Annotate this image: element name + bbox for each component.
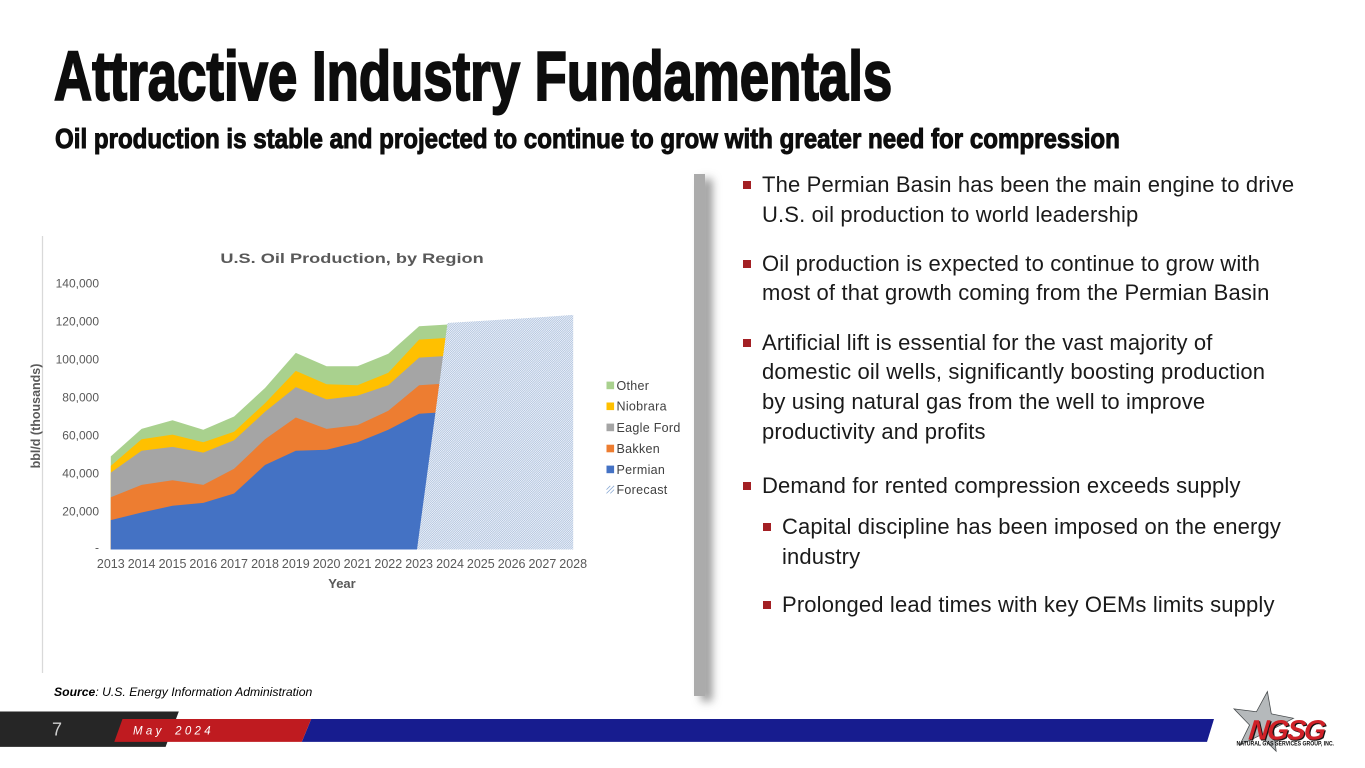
- svg-text:2013: 2013: [97, 557, 125, 571]
- svg-text:bbl/d (thousands): bbl/d (thousands): [29, 364, 43, 469]
- svg-text:Forecast: Forecast: [617, 483, 668, 497]
- svg-text:Eagle Ford: Eagle Ford: [617, 421, 681, 435]
- svg-text:Year: Year: [328, 576, 355, 591]
- svg-text:2020: 2020: [313, 557, 341, 571]
- svg-text:2028: 2028: [559, 557, 587, 571]
- svg-text:80,000: 80,000: [62, 391, 99, 405]
- svg-text:U.S. Oil Production, by Region: U.S. Oil Production, by Region: [220, 251, 483, 267]
- svg-text:2016: 2016: [189, 557, 217, 571]
- svg-text:100,000: 100,000: [56, 353, 100, 367]
- svg-text:20,000: 20,000: [62, 505, 99, 519]
- svg-text:2019: 2019: [282, 557, 310, 571]
- svg-text:7: 7: [52, 720, 62, 740]
- svg-text:Bakken: Bakken: [617, 442, 661, 456]
- svg-text:2025: 2025: [467, 557, 495, 571]
- svg-text:40,000: 40,000: [62, 467, 99, 481]
- svg-text:140,000: 140,000: [56, 277, 100, 291]
- svg-text:NGSG: NGSG: [1247, 714, 1326, 745]
- svg-text:NATURAL GAS SERVICES GROUP, IN: NATURAL GAS SERVICES GROUP, INC.: [1237, 741, 1335, 748]
- svg-text:Other: Other: [617, 379, 650, 393]
- svg-text:60,000: 60,000: [62, 429, 99, 443]
- svg-text:2021: 2021: [344, 557, 372, 571]
- svg-text:2027: 2027: [528, 557, 556, 571]
- svg-text:2018: 2018: [251, 557, 279, 571]
- svg-text:2022: 2022: [374, 557, 402, 571]
- svg-text:2026: 2026: [498, 557, 526, 571]
- svg-text:2017: 2017: [220, 557, 248, 571]
- svg-text:Niobrara: Niobrara: [617, 400, 667, 414]
- svg-text:2014: 2014: [128, 557, 156, 571]
- svg-text:2024: 2024: [436, 557, 464, 571]
- svg-text:120,000: 120,000: [56, 315, 100, 329]
- svg-text:Permian: Permian: [617, 463, 666, 477]
- svg-text:May 2024: May 2024: [133, 726, 214, 738]
- svg-text:NGSG: NGSG: [1248, 716, 1327, 747]
- svg-text:2023: 2023: [405, 557, 433, 571]
- svg-text:-: -: [95, 541, 99, 555]
- svg-text:2015: 2015: [159, 557, 187, 571]
